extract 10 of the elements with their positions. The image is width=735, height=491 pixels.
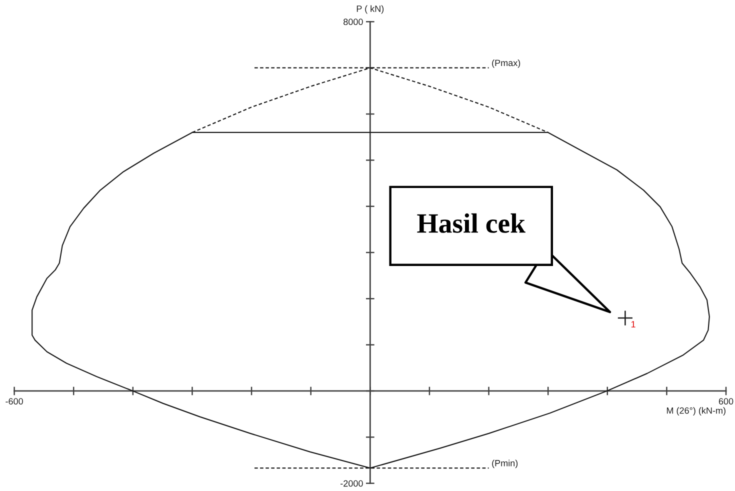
series-label: (Pmin) bbox=[492, 460, 518, 468]
x-axis-title: M (26°) (kN-m) bbox=[666, 407, 726, 416]
y-tick-label: -2000 bbox=[340, 480, 363, 487]
x-tick-label: -600 bbox=[6, 398, 23, 405]
series-label: 1 bbox=[631, 321, 636, 328]
x-tick-label: 600 bbox=[718, 398, 734, 405]
y-tick-label: 8000 bbox=[344, 18, 363, 26]
y-axis-title: P ( kN) bbox=[356, 5, 384, 14]
annotation: Hasil cek bbox=[417, 213, 526, 233]
series-label: (Pmax) bbox=[492, 59, 520, 68]
